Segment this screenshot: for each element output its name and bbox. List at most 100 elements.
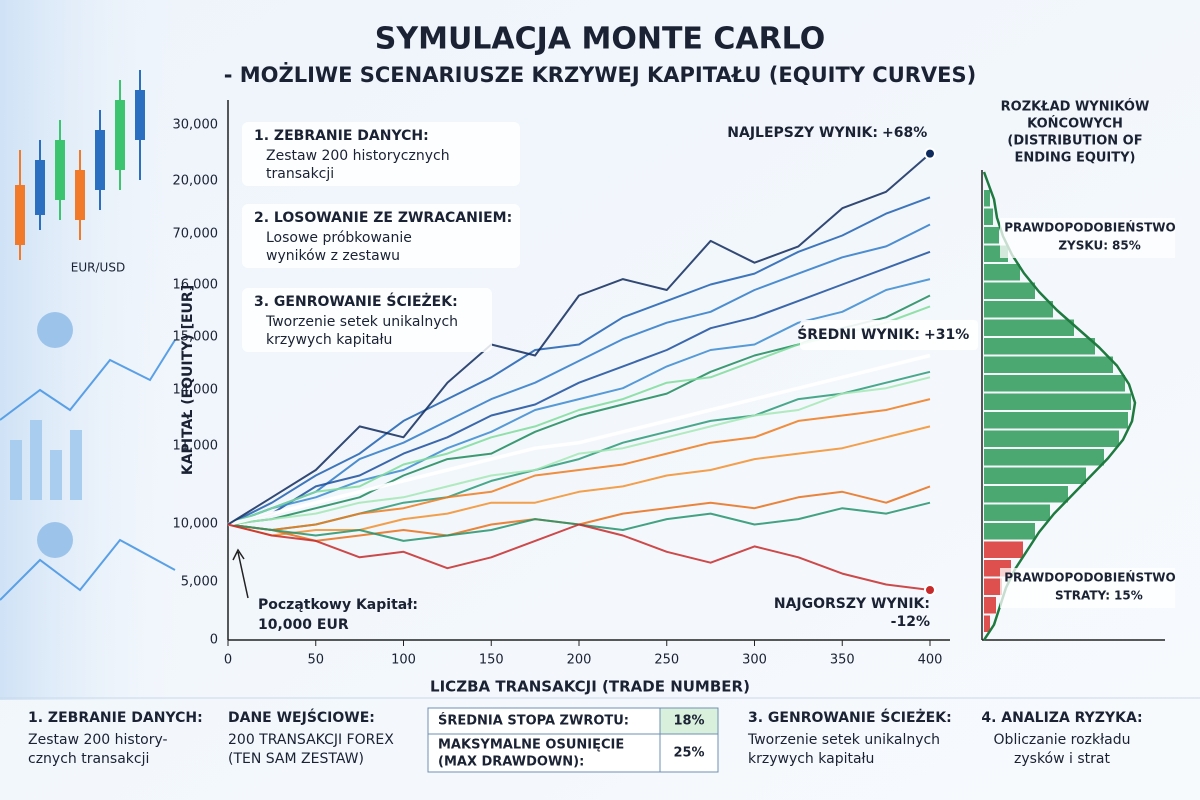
x-tick-label: 350 <box>830 653 855 668</box>
equity-line <box>227 398 931 531</box>
mean-value: +31% <box>924 327 969 343</box>
dist-title: KOŃCOWYCH <box>1027 116 1123 132</box>
dist-bar <box>984 375 1125 392</box>
best-label: NAJLEPSZY WYNIK: <box>727 125 878 141</box>
dist-bar <box>984 486 1068 503</box>
step-title: 3. GENROWANIE ŚCIEŻEK: <box>254 292 458 310</box>
dist-bar <box>984 412 1128 429</box>
equity-line <box>227 196 931 526</box>
y-tick-label: 70,000 <box>173 227 219 242</box>
x-tick-label: 250 <box>654 653 679 668</box>
step-text: Zestaw 200 historycznych <box>266 148 450 164</box>
table-cell-text: 25% <box>673 746 704 761</box>
dist-bar <box>984 227 999 244</box>
x-tick-label: 0 <box>224 653 232 668</box>
step-text: krzywych kapitału <box>266 332 392 348</box>
y-tick-label: 10,000 <box>173 517 219 532</box>
profit-label: PRAWDOPODOBIEŃSTWO <box>1004 220 1175 235</box>
start-label: 10,000 EUR <box>258 617 349 633</box>
worst-value: -12% <box>891 614 930 630</box>
dist-bar <box>984 190 990 207</box>
x-axis-label: LICZBA TRANSAKCJI (TRADE NUMBER) <box>430 678 750 696</box>
loss-label: STRATY: <box>1055 589 1110 603</box>
bottom-text: cznych transakcji <box>28 751 149 767</box>
y-tick-label: 5,000 <box>181 575 218 590</box>
equity-line <box>227 523 931 591</box>
pair-label: EUR/USD <box>71 261 125 275</box>
worst-marker <box>924 584 936 596</box>
equity-line <box>227 353 931 527</box>
mean-box <box>800 320 978 350</box>
step-text: wyników z zestawu <box>266 248 400 264</box>
loss-label: PRAWDOPODOBIEŃSTWO <box>1004 570 1175 585</box>
y-tick-label: 0 <box>210 633 218 648</box>
table-cell-text: ŚREDNIA STOPA ZWROTU: <box>438 713 629 729</box>
bottom-text: Zestaw 200 history- <box>28 732 168 748</box>
dist-bar <box>984 264 1020 281</box>
best-value: +68% <box>882 125 927 141</box>
step-text: Tworzenie setek unikalnych <box>265 314 458 330</box>
dist-bar <box>984 319 1074 336</box>
dist-bar <box>984 338 1095 355</box>
chart-title: SYMULACJA MONTE CARLO <box>375 22 825 57</box>
x-tick-label: 150 <box>479 653 504 668</box>
bottom-title: 4. ANALIZA RYZYKA: <box>981 710 1142 726</box>
worst-label: NAJGORSZY WYNIK: <box>774 596 930 612</box>
dist-bar <box>984 467 1086 484</box>
bottom-text: 200 TRANSAKCJI FOREX <box>228 732 394 748</box>
y-tick-label: 11,000 <box>173 439 219 454</box>
dist-bar <box>984 301 1053 318</box>
profit-label: ZYSKU: <box>1058 239 1108 253</box>
x-tick-label: 300 <box>742 653 767 668</box>
mean-label: ŚREDNI WYNIK: <box>797 325 920 343</box>
step-text: Losowe próbkowanie <box>266 230 412 246</box>
x-tick-label: 400 <box>918 653 943 668</box>
dist-bar <box>984 541 1023 558</box>
dist-title: ROZKŁAD WYNIKÓW <box>1001 99 1150 115</box>
bottom-text: krzywych kapitału <box>748 751 874 767</box>
profit-value: 85% <box>1112 239 1141 253</box>
dist-bar <box>984 597 996 614</box>
equity-line <box>227 152 931 526</box>
start-arrow <box>232 548 249 599</box>
step-box <box>242 204 520 268</box>
dist-bar <box>984 393 1131 410</box>
equity-line <box>227 376 931 526</box>
step-text: transakcji <box>266 166 334 182</box>
equity-line <box>227 425 931 537</box>
equity-line <box>227 223 931 526</box>
bottom-title: 3. GENROWANIE ŚCIEŻEK: <box>748 708 952 726</box>
plot <box>227 152 931 591</box>
dist-bar <box>984 208 993 225</box>
table-cell <box>659 707 719 735</box>
y-tick-label: 16,000 <box>173 278 219 293</box>
y-tick-label: 20,000 <box>173 174 219 189</box>
dist-bar <box>984 523 1035 540</box>
equity-line <box>227 250 931 526</box>
dist-bar <box>984 578 1002 595</box>
table-cell-text: MAKSYMALNE OSUNIĘCIE <box>438 738 624 753</box>
dist-label-bg <box>1000 568 1175 608</box>
dist-bar <box>984 449 1104 466</box>
dist-title: (DISTRIBUTION OF <box>1007 134 1142 149</box>
x-tick-label: 200 <box>567 653 592 668</box>
x-tick-label: 50 <box>307 653 324 668</box>
step-box <box>242 288 492 352</box>
bottom-text: Tworzenie setek unikalnych <box>747 732 940 748</box>
table-cell-text: (MAX DRAWDOWN): <box>438 755 584 770</box>
bottom-title: DANE WEJŚCIOWE: <box>228 708 375 726</box>
loss-value: 15% <box>1114 589 1143 603</box>
dist-title: ENDING EQUITY) <box>1014 151 1135 166</box>
start-label: Początkowy Kapitał: <box>258 597 418 613</box>
y-tick-label: 15,000 <box>173 330 219 345</box>
equity-line <box>227 278 931 526</box>
dist-bar <box>984 282 1035 299</box>
overlay: 30,000 20,000 70,000 16,000 15,000 14,000 11,0… <box>0 99 1200 773</box>
table-cell-text: 18% <box>673 714 704 729</box>
dist-label-bg <box>1000 218 1175 258</box>
bottom-text: (TEN SAM ZESTAW) <box>228 751 364 767</box>
best-marker <box>924 147 936 160</box>
dist-bar <box>984 430 1119 447</box>
